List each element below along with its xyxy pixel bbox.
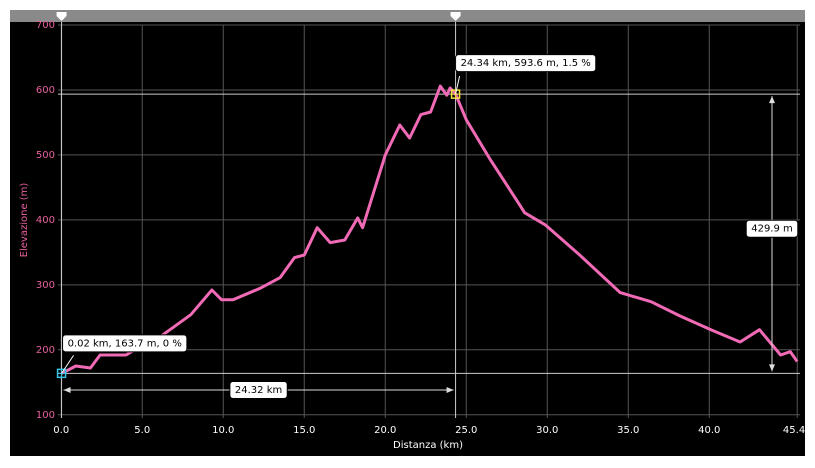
x-tick-label: 10.0 bbox=[212, 425, 234, 436]
elevation-label-box bbox=[745, 219, 799, 238]
tooltip: 24.34 km, 593.6 m, 1.5 % bbox=[461, 58, 591, 69]
y-tick-label: 600 bbox=[36, 85, 55, 96]
y-tick-label: 400 bbox=[36, 215, 55, 226]
plot-background bbox=[10, 22, 805, 456]
tooltip: 0.02 km, 163.7 m, 0 % bbox=[68, 338, 182, 349]
arrow-head bbox=[63, 387, 71, 393]
y-tick-label: 300 bbox=[36, 280, 55, 291]
x-tick-label: 15.0 bbox=[293, 425, 315, 436]
x-tick-label: 35.0 bbox=[617, 425, 639, 436]
x-tick-label: 20.0 bbox=[374, 425, 396, 436]
elevation-line bbox=[60, 84, 799, 375]
x-tick-label: 45.43 bbox=[783, 425, 812, 436]
top-bar bbox=[10, 10, 805, 22]
y-tick-label: 100 bbox=[36, 410, 55, 421]
x-tick-label: 40.0 bbox=[698, 425, 720, 436]
y-tick-label: 200 bbox=[36, 345, 55, 356]
range-handle bbox=[450, 12, 461, 21]
tooltip-pointer bbox=[61, 355, 74, 374]
arrow-head bbox=[769, 96, 775, 104]
elevation-label: 429.9 m bbox=[751, 224, 793, 235]
x-tick-label: 25.0 bbox=[455, 425, 477, 436]
x-axis-label: Distanza (km) bbox=[393, 440, 463, 451]
distance-label-box bbox=[229, 381, 288, 399]
tooltip-box bbox=[62, 334, 188, 353]
x-tick-label: 30.0 bbox=[536, 425, 558, 436]
x-tick-label: 0.0 bbox=[53, 425, 69, 436]
tooltip-box bbox=[455, 54, 597, 73]
tooltip-pointer bbox=[455, 76, 461, 95]
arrow-head bbox=[769, 364, 775, 372]
range-handle bbox=[56, 12, 67, 21]
y-axis-label: Elevazione (m) bbox=[19, 183, 30, 258]
point-marker bbox=[450, 89, 461, 99]
arrow-head bbox=[446, 387, 454, 393]
x-tick-label: 5.0 bbox=[134, 425, 150, 436]
y-tick-label: 500 bbox=[36, 150, 55, 161]
point-marker bbox=[56, 368, 67, 379]
y-tick-label: 700 bbox=[36, 20, 55, 31]
distance-label: 24.32 km bbox=[235, 385, 282, 396]
